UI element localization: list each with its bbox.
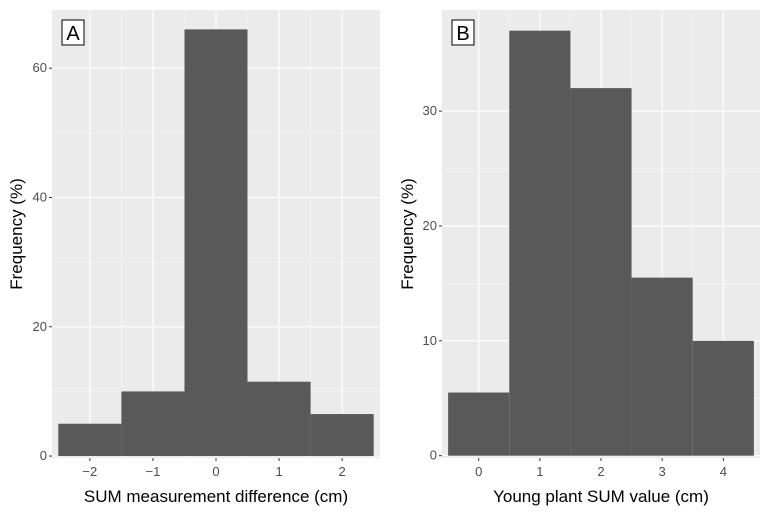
x-tick-label: 2 [339, 464, 346, 479]
histogram-bar [570, 88, 632, 456]
y-axis-title: Frequency (%) [7, 178, 26, 289]
histogram-bar [310, 414, 374, 457]
histogram-bar [509, 30, 571, 456]
panel-b: 0 10 20 30 0 1 2 3 4 Young plant SUM value (cm) Fr… [398, 10, 760, 506]
y-axis-title: Frequency (%) [398, 178, 417, 289]
histogram-bar [121, 391, 185, 457]
x-tick-label: 0 [475, 464, 482, 479]
x-axis-title: SUM measurement difference (cm) [84, 487, 348, 506]
bars-a [58, 29, 374, 457]
x-tick-label: 1 [275, 464, 282, 479]
panel-tag-label: A [66, 23, 80, 45]
y-tick-label: 40 [33, 189, 47, 204]
histogram-bar [184, 29, 248, 457]
panel-tag-box [451, 19, 475, 46]
x-tick-label: 0 [212, 464, 219, 479]
x-tick-label: 2 [597, 464, 604, 479]
panel-tag-a: A [61, 19, 85, 46]
histogram-bar [448, 392, 510, 456]
y-tick-label: 60 [33, 60, 47, 75]
x-tick-label: 4 [720, 464, 727, 479]
y-tick-label: 10 [423, 333, 437, 348]
panel-tag-b: B [451, 19, 475, 46]
histogram-bar [58, 423, 122, 457]
x-tick-label: −2 [82, 464, 97, 479]
x-axis-title: Young plant SUM value (cm) [493, 487, 709, 506]
y-tick-label: 0 [40, 448, 47, 463]
panel-a: 0 20 40 60 −2 −1 0 1 2 SUM measurement difference… [7, 10, 380, 506]
y-tick-label: 0 [430, 448, 437, 463]
bars-b [448, 30, 754, 456]
panel-tag-label: B [456, 23, 469, 45]
y-tick-label: 20 [423, 218, 437, 233]
x-tick-label: 1 [536, 464, 543, 479]
y-tick-label: 30 [423, 103, 437, 118]
histogram-bar [692, 340, 754, 456]
histogram-bar [247, 381, 311, 457]
histogram-bar [631, 277, 693, 456]
x-tick-label: 3 [659, 464, 666, 479]
y-tick-label: 20 [33, 319, 47, 334]
x-tick-label: −1 [146, 464, 161, 479]
panel-tag-box [61, 19, 85, 46]
